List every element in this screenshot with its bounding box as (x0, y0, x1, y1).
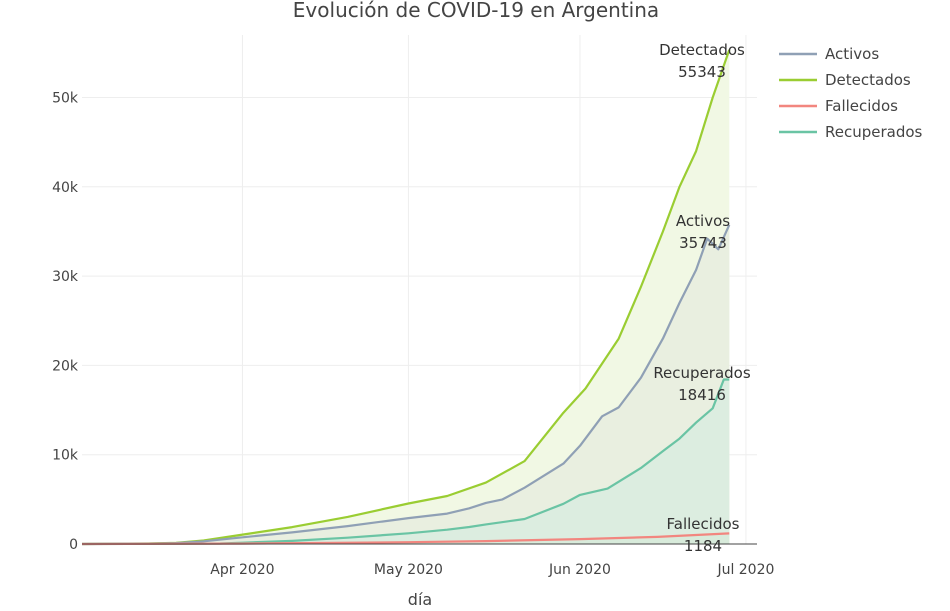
line-recuperados (81, 378, 730, 546)
area-detectados (82, 49, 730, 545)
legend-label: Recuperados (825, 123, 923, 141)
end-label-name: Activos (676, 212, 730, 230)
area-fills (82, 49, 730, 545)
legend-item-activos[interactable]: Activos (779, 45, 879, 63)
y-tick-label: 30k (52, 269, 79, 285)
end-label-value: 55343 (678, 63, 726, 81)
y-tick-label: 40k (52, 180, 79, 196)
end-label-name: Fallecidos (667, 515, 740, 533)
area-fallecidos (82, 533, 730, 544)
y-tick-label: 10k (52, 448, 79, 464)
y-tick-label: 50k (52, 91, 79, 107)
legend-label: Activos (825, 45, 879, 63)
end-label-value: 1184 (684, 537, 722, 555)
end-label-value: 35743 (679, 234, 727, 252)
x-tick-label: Apr 2020 (210, 562, 274, 578)
end-label-value: 18416 (678, 386, 726, 404)
line-detectados (81, 49, 731, 546)
legend[interactable]: Activos Detectados Fallecidos Recuperados (779, 45, 923, 141)
axes: Apr 2020 May 2020 Jun 2020 Jul 2020 0 10k 20k 3… (52, 91, 774, 578)
x-tick-label: Jul 2020 (716, 562, 774, 578)
area-recuperados (82, 379, 730, 544)
end-labels: Detectados 55343 Activos 35743 Recuperados 18… (653, 41, 751, 555)
chart-title: Evolución de COVID-19 en Argentina (293, 0, 659, 22)
y-tick-label: 20k (52, 358, 79, 374)
x-axis-label: día (408, 590, 432, 609)
area-activos (82, 224, 730, 545)
legend-label: Fallecidos (825, 97, 898, 115)
legend-item-recuperados[interactable]: Recuperados (779, 123, 923, 141)
end-label-name: Recuperados (653, 364, 751, 382)
legend-item-fallecidos[interactable]: Fallecidos (779, 97, 898, 115)
y-tick-label: 0 (69, 537, 78, 553)
legend-label: Detectados (825, 71, 911, 89)
line-activos (81, 224, 731, 546)
x-tick-label: May 2020 (374, 562, 443, 578)
x-tick-label: Jun 2020 (548, 562, 611, 578)
legend-item-detectados[interactable]: Detectados (779, 71, 911, 89)
end-label-name: Detectados (659, 41, 745, 59)
grid (82, 35, 757, 544)
